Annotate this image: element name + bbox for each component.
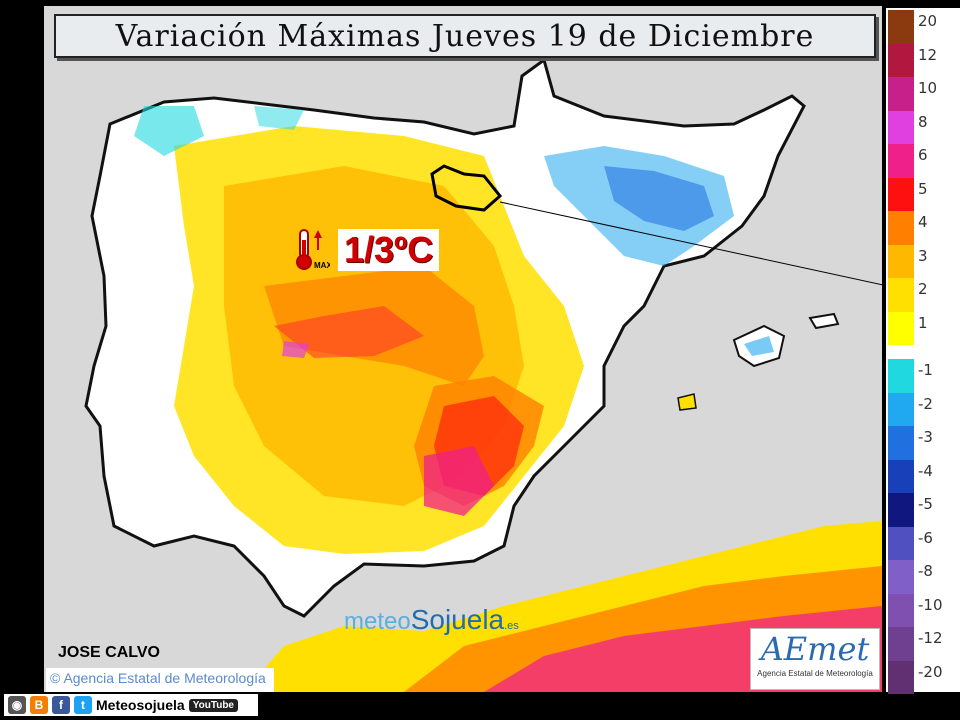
thermometer-icon: MAX [296, 229, 330, 270]
color-legend: 20 12 10 8 6 5 4 3 2 1 -1 -2 -3 -4 -5 -6 -8 -10 -12 -20 [886, 8, 960, 694]
peninsula-map [84, 57, 882, 692]
aemet-logo: AEmet Agencia Estatal de Meteorología [750, 628, 880, 690]
legend-label: 20 [918, 12, 938, 30]
legend-label: 10 [918, 79, 938, 97]
legend-swatch [888, 493, 914, 527]
legend-label: 2 [918, 280, 928, 298]
social-bar: ◉ B f t Meteosojuela YouTube [4, 694, 258, 716]
la-rioja-outline [430, 164, 503, 212]
legend-swatch [888, 211, 914, 245]
legend-swatch [888, 244, 914, 278]
youtube-icon[interactable]: YouTube [188, 698, 238, 712]
legend-label: -2 [918, 394, 933, 413]
menorca [808, 312, 840, 330]
title-box: Variación Máximas Jueves 19 de Diciembre [54, 14, 876, 58]
legend-label: -3 [918, 428, 933, 446]
legend-swatch [888, 144, 914, 178]
legend-swatch [888, 392, 914, 426]
aemet-logo-name: AEmet [760, 630, 870, 668]
legend-label: 1 [918, 313, 928, 332]
ibiza [677, 393, 697, 411]
legend-swatch [888, 660, 914, 694]
facebook-icon[interactable]: f [52, 696, 70, 714]
copyright-icon: © [50, 670, 64, 686]
aemet-logo-subtitle: Agencia Estatal de Meteorología [757, 669, 873, 678]
legend-swatch [888, 359, 914, 393]
social-name: Meteosojuela [96, 697, 185, 713]
legend-label: 4 [918, 213, 928, 231]
legend-swatch [888, 526, 914, 560]
twitter-icon[interactable]: t [74, 696, 92, 714]
legend-label: -20 [918, 662, 943, 681]
map-title: Variación Máximas Jueves 19 de Diciembre [115, 18, 815, 54]
legend-label: 5 [918, 179, 928, 198]
svg-text:MAX: MAX [314, 261, 330, 270]
legend-swatch [888, 10, 914, 44]
legend-label: -6 [918, 528, 933, 547]
map-area [44, 6, 882, 692]
legend-swatch [888, 278, 914, 312]
legend-label: 6 [918, 146, 928, 164]
temperature-value: 1/3ºC [338, 229, 440, 271]
pointer-line [499, 201, 882, 286]
legend-swatch [888, 177, 914, 211]
legend-label: -8 [918, 562, 933, 580]
instagram-icon[interactable]: ◉ [8, 696, 26, 714]
blogger-icon[interactable]: B [30, 696, 48, 714]
legend-swatch [888, 311, 914, 345]
legend-label: -10 [918, 595, 943, 614]
legend-swatch [888, 77, 914, 111]
legend-swatch [888, 110, 914, 144]
legend-label: -5 [918, 495, 933, 513]
legend-swatch [888, 426, 914, 460]
legend-swatch [888, 593, 914, 627]
legend-label: 12 [918, 45, 938, 64]
temperature-label: MAX 1/3ºC [296, 228, 440, 272]
legend-label: 3 [918, 246, 928, 265]
legend-swatch [888, 627, 914, 661]
author-name: JOSE CALVO [58, 644, 160, 661]
legend-label: -1 [918, 361, 933, 379]
legend-label: -12 [918, 629, 943, 647]
watermark: meteoSojuela.es [344, 604, 519, 635]
legend-swatch [888, 560, 914, 594]
agency-credit: © Agencia Estatal de Meteorología [46, 668, 274, 692]
legend-label: -4 [918, 461, 933, 480]
legend-swatch [888, 459, 914, 493]
legend-swatch [888, 43, 914, 77]
legend-label: 8 [918, 112, 928, 131]
